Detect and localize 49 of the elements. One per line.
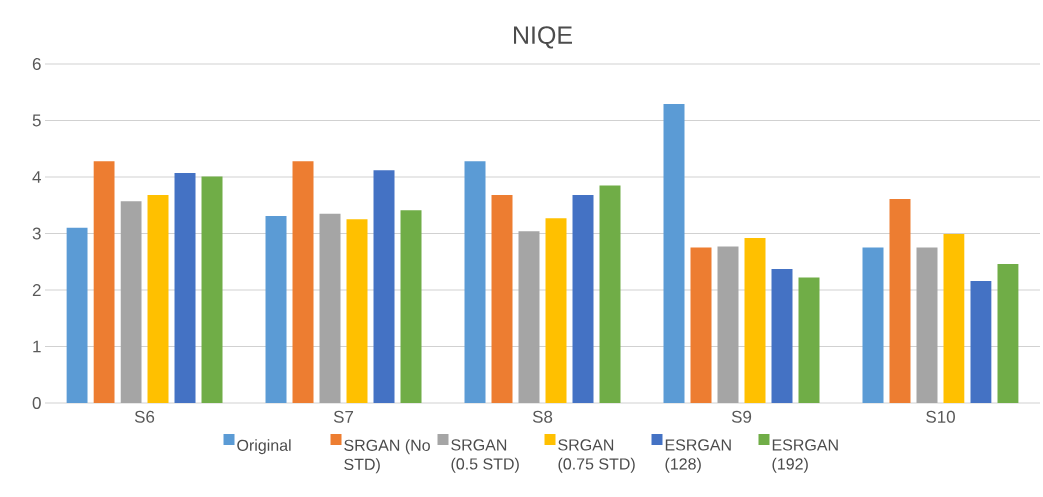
bar <box>518 231 540 403</box>
legend-label: ESRGAN (128) <box>665 439 731 473</box>
bar <box>916 247 938 403</box>
legend-label: Original <box>237 439 291 455</box>
y-tick-label: 1 <box>33 340 41 353</box>
bar <box>373 170 395 403</box>
y-tick-label: 4 <box>32 171 41 183</box>
y-tick-label: 5 <box>32 114 41 127</box>
bar <box>690 247 712 403</box>
bar <box>572 195 594 403</box>
bar <box>862 247 884 403</box>
bar <box>491 195 513 403</box>
bar <box>464 161 486 403</box>
bar <box>147 195 169 403</box>
bar <box>663 104 685 403</box>
bar <box>997 264 1019 403</box>
bar <box>93 161 115 403</box>
bar <box>201 176 223 403</box>
x-tick-label: S6 <box>134 410 155 423</box>
bar <box>943 234 965 403</box>
y-tick-label: 2 <box>32 284 41 296</box>
bar <box>292 161 314 403</box>
bar <box>798 277 820 403</box>
x-tick-label: S9 <box>731 410 752 423</box>
legend-label: SRGAN (No STD) <box>344 439 430 474</box>
x-tick-label: S8 <box>532 410 553 423</box>
legend-label: SRGAN (0.75 STD) <box>558 439 635 473</box>
bar <box>545 218 567 403</box>
chart-title: NIQE <box>514 26 572 49</box>
y-tick-label: 3 <box>32 227 41 240</box>
bar <box>889 199 911 403</box>
bar <box>174 173 196 403</box>
bar <box>771 269 793 403</box>
bar <box>717 246 739 403</box>
bar <box>319 213 341 403</box>
bar <box>265 215 287 403</box>
bar <box>970 280 992 403</box>
y-tick-label: 0 <box>32 396 41 410</box>
bar <box>120 201 142 403</box>
bar <box>400 210 422 403</box>
x-tick-label: S10 <box>926 410 955 423</box>
bar <box>599 185 621 403</box>
legend-label: SRGAN (0.5 STD) <box>451 439 519 473</box>
bar <box>346 219 368 403</box>
legend-label: ESRGAN (192) <box>772 439 838 473</box>
x-tick-label: S7 <box>333 410 354 423</box>
bar <box>66 227 88 403</box>
y-tick-label: 6 <box>32 57 41 71</box>
bar <box>744 238 766 403</box>
